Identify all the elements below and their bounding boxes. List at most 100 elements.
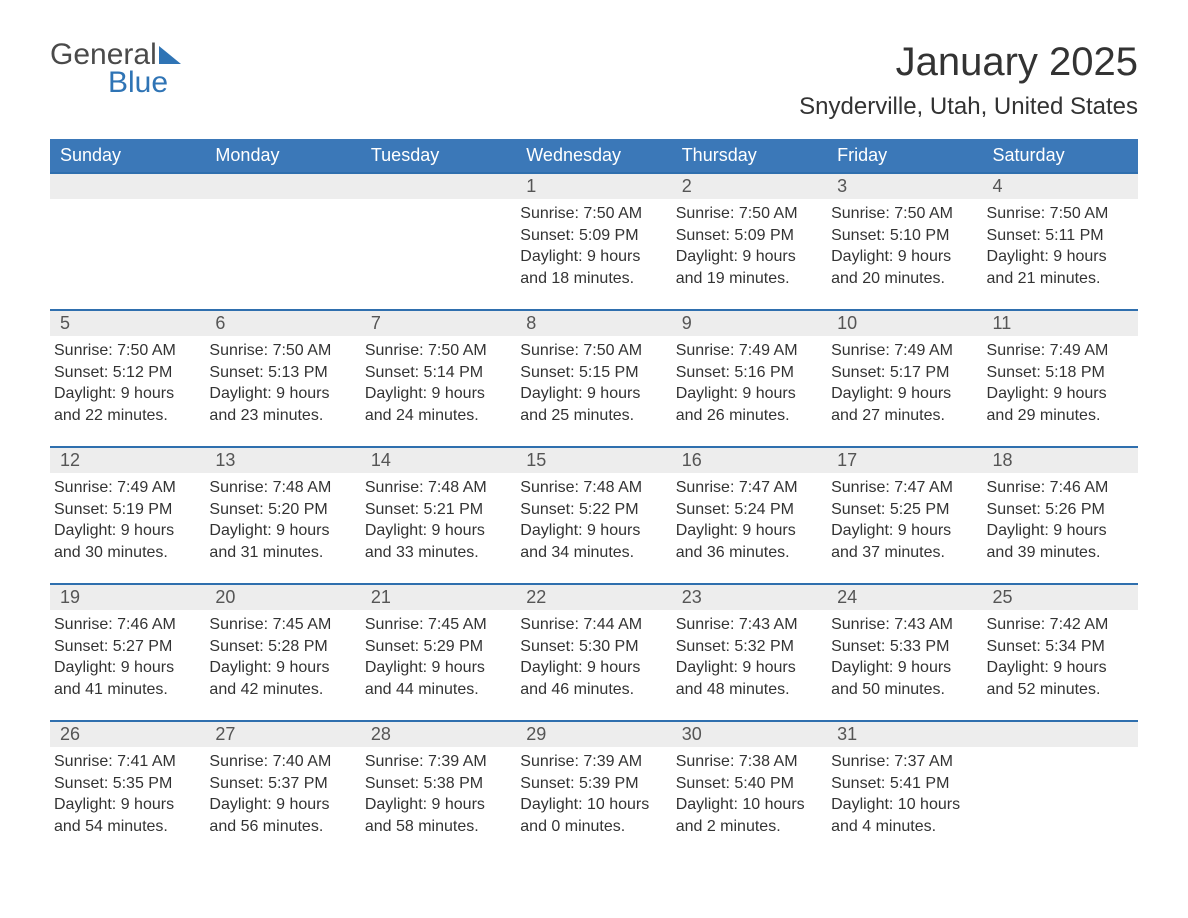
sunset-text: Sunset: 5:09 PM: [520, 225, 661, 247]
day-cell: Sunrise: 7:45 AMSunset: 5:29 PMDaylight:…: [361, 610, 516, 720]
sunset-text: Sunset: 5:37 PM: [209, 773, 350, 795]
daylight-line-2: and 41 minutes.: [54, 679, 195, 701]
weeks-container: 1234Sunrise: 7:50 AMSunset: 5:09 PMDayli…: [50, 172, 1138, 857]
sunrise-text: Sunrise: 7:37 AM: [831, 751, 972, 773]
day-number-row: 1234: [50, 174, 1138, 199]
sunrise-text: Sunrise: 7:38 AM: [676, 751, 817, 773]
daylight-line-1: Daylight: 9 hours: [365, 383, 506, 405]
day-cell: Sunrise: 7:39 AMSunset: 5:38 PMDaylight:…: [361, 747, 516, 857]
day-cell: Sunrise: 7:40 AMSunset: 5:37 PMDaylight:…: [205, 747, 360, 857]
day-cell: Sunrise: 7:47 AMSunset: 5:25 PMDaylight:…: [827, 473, 982, 583]
daylight-line-1: Daylight: 9 hours: [209, 657, 350, 679]
day-number: 24: [827, 585, 982, 610]
day-cell: Sunrise: 7:50 AMSunset: 5:15 PMDaylight:…: [516, 336, 671, 446]
sunrise-text: Sunrise: 7:50 AM: [676, 203, 817, 225]
daylight-line-1: Daylight: 9 hours: [54, 794, 195, 816]
sunrise-text: Sunrise: 7:43 AM: [676, 614, 817, 636]
sunrise-text: Sunrise: 7:46 AM: [54, 614, 195, 636]
sunset-text: Sunset: 5:24 PM: [676, 499, 817, 521]
day-number-row: 12131415161718: [50, 448, 1138, 473]
week-row: 567891011Sunrise: 7:50 AMSunset: 5:12 PM…: [50, 309, 1138, 446]
sunrise-text: Sunrise: 7:46 AM: [987, 477, 1128, 499]
day-number: [983, 722, 1138, 747]
daylight-line-1: Daylight: 10 hours: [831, 794, 972, 816]
sunrise-text: Sunrise: 7:49 AM: [831, 340, 972, 362]
sunrise-text: Sunrise: 7:45 AM: [365, 614, 506, 636]
day-cell: Sunrise: 7:44 AMSunset: 5:30 PMDaylight:…: [516, 610, 671, 720]
sunset-text: Sunset: 5:18 PM: [987, 362, 1128, 384]
sunrise-text: Sunrise: 7:50 AM: [520, 203, 661, 225]
day-number: 12: [50, 448, 205, 473]
daylight-line-2: and 36 minutes.: [676, 542, 817, 564]
day-cell: Sunrise: 7:49 AMSunset: 5:18 PMDaylight:…: [983, 336, 1138, 446]
daylight-line-2: and 44 minutes.: [365, 679, 506, 701]
day-number: [205, 174, 360, 199]
day-cell: Sunrise: 7:45 AMSunset: 5:28 PMDaylight:…: [205, 610, 360, 720]
day-number: 25: [983, 585, 1138, 610]
daylight-line-1: Daylight: 9 hours: [209, 794, 350, 816]
daylight-line-1: Daylight: 9 hours: [209, 383, 350, 405]
daylight-line-2: and 21 minutes.: [987, 268, 1128, 290]
day-number: 31: [827, 722, 982, 747]
day-header-tuesday: Tuesday: [361, 139, 516, 172]
day-header-sunday: Sunday: [50, 139, 205, 172]
day-cell: Sunrise: 7:48 AMSunset: 5:22 PMDaylight:…: [516, 473, 671, 583]
day-number: 5: [50, 311, 205, 336]
day-number: 18: [983, 448, 1138, 473]
daylight-line-2: and 22 minutes.: [54, 405, 195, 427]
daylight-line-2: and 50 minutes.: [831, 679, 972, 701]
logo: General Blue: [50, 40, 181, 98]
day-number-row: 19202122232425: [50, 585, 1138, 610]
daylight-line-1: Daylight: 9 hours: [676, 657, 817, 679]
sunset-text: Sunset: 5:26 PM: [987, 499, 1128, 521]
day-header-monday: Monday: [205, 139, 360, 172]
sunset-text: Sunset: 5:41 PM: [831, 773, 972, 795]
logo-flag-icon: [159, 46, 181, 64]
daylight-line-2: and 25 minutes.: [520, 405, 661, 427]
daylight-line-1: Daylight: 9 hours: [987, 657, 1128, 679]
daylight-line-2: and 56 minutes.: [209, 816, 350, 838]
title-block: January 2025 Snyderville, Utah, United S…: [799, 40, 1138, 121]
day-header-row: SundayMondayTuesdayWednesdayThursdayFrid…: [50, 139, 1138, 172]
day-number-row: 567891011: [50, 311, 1138, 336]
day-number: [361, 174, 516, 199]
sunrise-text: Sunrise: 7:50 AM: [520, 340, 661, 362]
day-number: 15: [516, 448, 671, 473]
sunrise-text: Sunrise: 7:50 AM: [209, 340, 350, 362]
day-number: [50, 174, 205, 199]
day-cell: Sunrise: 7:50 AMSunset: 5:09 PMDaylight:…: [516, 199, 671, 309]
daylight-line-1: Daylight: 9 hours: [676, 520, 817, 542]
sunset-text: Sunset: 5:29 PM: [365, 636, 506, 658]
day-number: 14: [361, 448, 516, 473]
sunset-text: Sunset: 5:11 PM: [987, 225, 1128, 247]
logo-text-block: General Blue: [50, 40, 181, 98]
day-cell: Sunrise: 7:39 AMSunset: 5:39 PMDaylight:…: [516, 747, 671, 857]
day-number: 11: [983, 311, 1138, 336]
sunrise-text: Sunrise: 7:48 AM: [365, 477, 506, 499]
daylight-line-1: Daylight: 9 hours: [54, 657, 195, 679]
daylight-line-2: and 20 minutes.: [831, 268, 972, 290]
sunrise-text: Sunrise: 7:44 AM: [520, 614, 661, 636]
sunset-text: Sunset: 5:14 PM: [365, 362, 506, 384]
sunset-text: Sunset: 5:19 PM: [54, 499, 195, 521]
sunrise-text: Sunrise: 7:43 AM: [831, 614, 972, 636]
day-cell: Sunrise: 7:43 AMSunset: 5:33 PMDaylight:…: [827, 610, 982, 720]
day-cell: Sunrise: 7:50 AMSunset: 5:12 PMDaylight:…: [50, 336, 205, 446]
week-row: 12131415161718Sunrise: 7:49 AMSunset: 5:…: [50, 446, 1138, 583]
week-row: 262728293031Sunrise: 7:41 AMSunset: 5:35…: [50, 720, 1138, 857]
sunrise-text: Sunrise: 7:40 AM: [209, 751, 350, 773]
day-number: 30: [672, 722, 827, 747]
daylight-line-2: and 52 minutes.: [987, 679, 1128, 701]
sunrise-text: Sunrise: 7:42 AM: [987, 614, 1128, 636]
day-number: 29: [516, 722, 671, 747]
daylight-line-2: and 29 minutes.: [987, 405, 1128, 427]
day-content-row: Sunrise: 7:46 AMSunset: 5:27 PMDaylight:…: [50, 610, 1138, 720]
calendar: SundayMondayTuesdayWednesdayThursdayFrid…: [50, 139, 1138, 857]
daylight-line-1: Daylight: 9 hours: [520, 246, 661, 268]
sunrise-text: Sunrise: 7:47 AM: [676, 477, 817, 499]
day-header-wednesday: Wednesday: [516, 139, 671, 172]
sunset-text: Sunset: 5:10 PM: [831, 225, 972, 247]
logo-blue-text: Blue: [108, 68, 181, 98]
location: Snyderville, Utah, United States: [799, 93, 1138, 121]
sunset-text: Sunset: 5:16 PM: [676, 362, 817, 384]
